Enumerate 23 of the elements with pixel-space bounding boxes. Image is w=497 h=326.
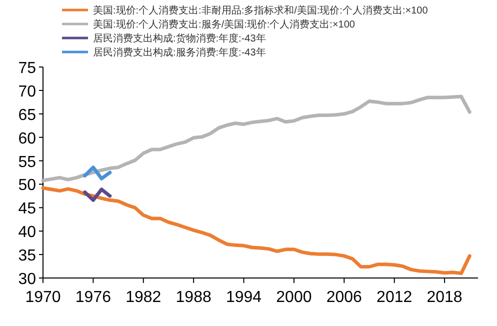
y-tick-label: 55 — [18, 154, 36, 171]
legend-label: 居民消费支出构成:服务消费:年度:-43年 — [93, 46, 266, 58]
x-tick-label: 1988 — [176, 289, 212, 306]
y-tick-label: 35 — [18, 248, 36, 265]
y-tick-label: 45 — [18, 200, 36, 218]
y-tick-label: 60 — [18, 130, 36, 148]
legend-label: 美国:现价:个人消费支出:非耐用品:多指标求和/美国:现价:个人消费支出:×100 — [93, 4, 428, 16]
x-tick-label: 1982 — [126, 289, 162, 306]
y-tick-label: 50 — [18, 177, 36, 194]
x-tick-label: 2018 — [426, 289, 462, 306]
x-tick-label: 2006 — [326, 289, 362, 306]
y-tick-label: 30 — [18, 271, 36, 288]
x-tick-label: 2000 — [276, 289, 312, 306]
y-tick-label: 65 — [18, 106, 36, 124]
x-tick-label: 1970 — [25, 289, 61, 306]
y-tick-label: 40 — [18, 224, 36, 242]
x-tick-label: 1976 — [75, 289, 112, 306]
y-tick-label: 70 — [18, 83, 36, 100]
legend-label: 美国:现价:个人消费支出:服务/美国:现价:个人消费支出:×100 — [93, 18, 356, 30]
y-tick-label: 75 — [18, 60, 36, 77]
legend-label: 居民消费支出构成:货物消费:年度:-43年 — [93, 32, 266, 44]
x-tick-label: 2012 — [376, 289, 412, 306]
x-tick-label: 1994 — [226, 289, 262, 306]
